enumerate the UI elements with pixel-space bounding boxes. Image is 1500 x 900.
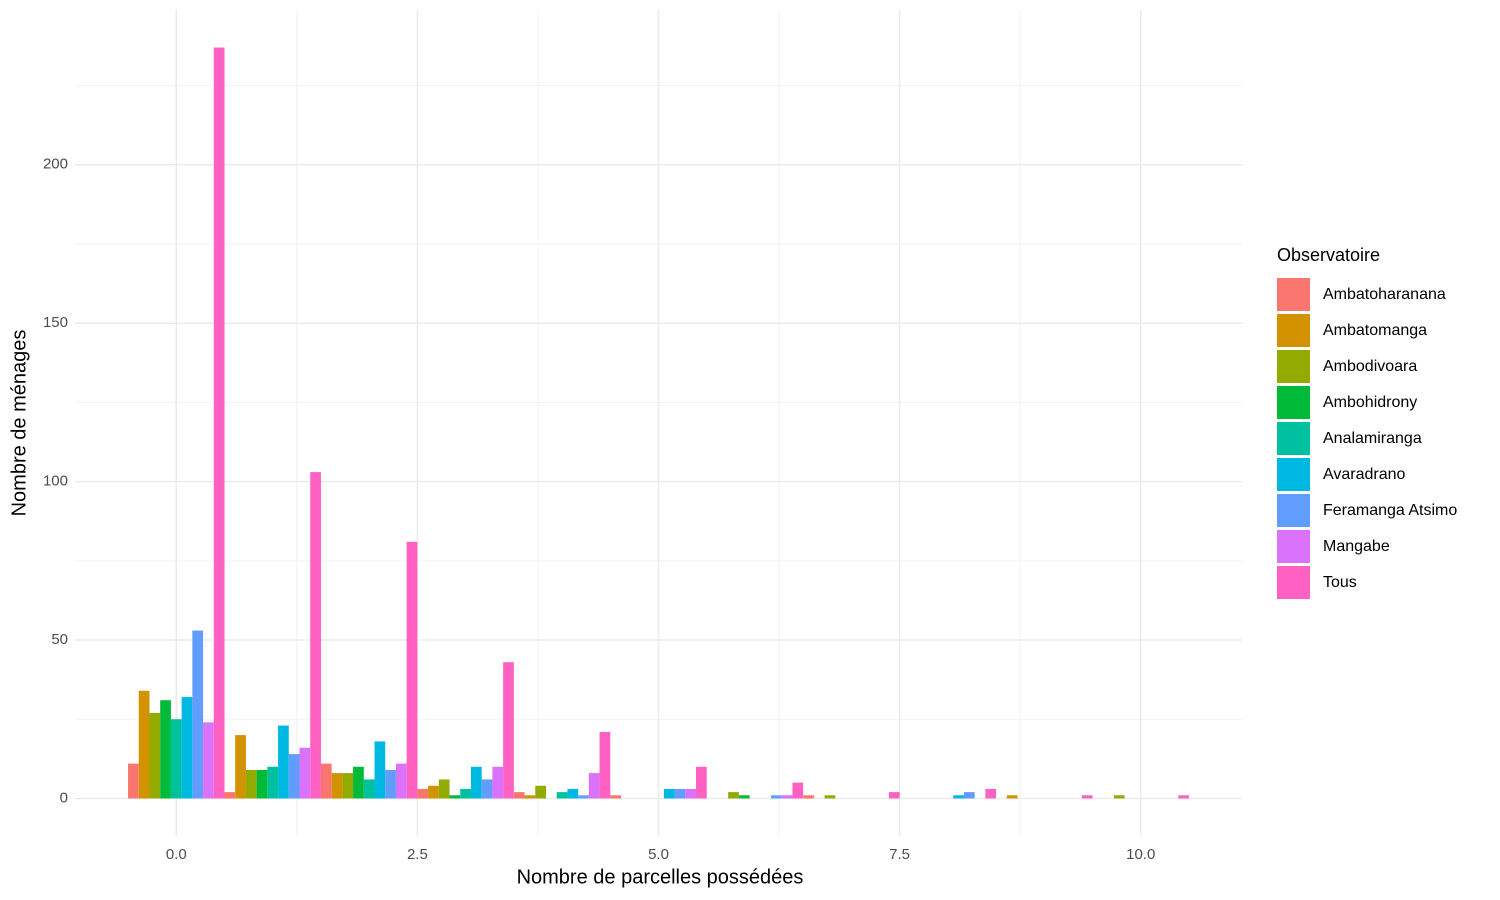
legend-label: Avaradrano bbox=[1323, 466, 1406, 483]
legend-label: Analamiranga bbox=[1323, 430, 1422, 447]
bar bbox=[331, 773, 343, 799]
legend-swatch bbox=[1277, 350, 1310, 383]
bar bbox=[567, 788, 579, 799]
bar bbox=[395, 763, 407, 799]
x-axis-title: Nombre de parcelles possédées bbox=[517, 866, 804, 888]
bar bbox=[149, 712, 161, 799]
bar bbox=[288, 754, 300, 799]
legend-label: Tous bbox=[1323, 574, 1357, 591]
legend-swatch bbox=[1277, 566, 1310, 599]
bar bbox=[342, 773, 354, 799]
bar bbox=[138, 690, 150, 799]
bar bbox=[696, 766, 707, 799]
bar bbox=[299, 747, 311, 799]
bar bbox=[160, 700, 171, 799]
bar bbox=[406, 541, 418, 799]
legend-swatch bbox=[1277, 530, 1310, 563]
bar bbox=[460, 788, 471, 799]
bar bbox=[1006, 795, 1018, 799]
legend-swatch bbox=[1277, 458, 1310, 491]
y-tick-label: 50 bbox=[51, 631, 68, 648]
bar bbox=[728, 792, 739, 799]
legend-swatch bbox=[1277, 386, 1310, 419]
bar bbox=[803, 795, 814, 799]
bar bbox=[963, 792, 975, 799]
bar bbox=[781, 795, 793, 799]
y-tick-label: 150 bbox=[43, 314, 68, 331]
bar bbox=[663, 788, 675, 799]
bar bbox=[1178, 795, 1189, 799]
y-axis-title: Nombre de ménages bbox=[8, 330, 30, 517]
bar bbox=[588, 773, 600, 799]
bar bbox=[245, 769, 257, 799]
bar bbox=[320, 763, 332, 799]
bar bbox=[374, 741, 386, 799]
bar bbox=[128, 763, 139, 799]
bar bbox=[213, 47, 225, 799]
bar bbox=[771, 795, 782, 799]
bar bbox=[224, 792, 236, 799]
y-tick-label: 100 bbox=[43, 473, 68, 490]
legend-label: Ambohidrony bbox=[1323, 394, 1417, 411]
x-tick-label: 0.0 bbox=[166, 846, 187, 863]
legend-title: Observatoire bbox=[1277, 245, 1380, 265]
bar bbox=[1081, 795, 1093, 799]
bar bbox=[535, 785, 546, 799]
bar bbox=[599, 731, 611, 799]
legend-label: Ambodivoara bbox=[1323, 358, 1417, 375]
bar bbox=[235, 735, 246, 799]
bar bbox=[578, 795, 589, 799]
bar bbox=[181, 697, 193, 799]
legend-label: Feramanga Atsimo bbox=[1323, 502, 1457, 519]
y-tick-label: 0 bbox=[60, 789, 68, 806]
bar bbox=[267, 766, 279, 799]
bar bbox=[738, 795, 750, 799]
bar bbox=[203, 722, 214, 799]
bar bbox=[503, 662, 514, 799]
legend-label: Mangabe bbox=[1323, 538, 1390, 555]
bar bbox=[481, 779, 493, 799]
bar bbox=[888, 792, 900, 799]
x-tick-label: 7.5 bbox=[889, 846, 910, 863]
bar bbox=[363, 779, 375, 799]
bar bbox=[385, 769, 396, 799]
bar bbox=[256, 769, 268, 799]
bar bbox=[353, 766, 364, 799]
x-tick-label: 5.0 bbox=[648, 846, 669, 863]
bar bbox=[492, 766, 504, 799]
bar bbox=[278, 725, 289, 799]
bar bbox=[470, 766, 482, 799]
x-tick-label: 10.0 bbox=[1126, 846, 1155, 863]
bar bbox=[824, 795, 836, 799]
legend-swatch bbox=[1277, 494, 1310, 527]
legend-swatch bbox=[1277, 314, 1310, 347]
bar bbox=[417, 788, 429, 799]
legend-swatch bbox=[1277, 278, 1310, 311]
bar bbox=[438, 779, 450, 799]
bar bbox=[685, 788, 697, 799]
bar bbox=[1113, 795, 1125, 799]
bar bbox=[428, 785, 439, 799]
bar bbox=[170, 719, 182, 799]
legend-label: Ambatomanga bbox=[1323, 322, 1427, 339]
bar bbox=[556, 792, 568, 799]
bar bbox=[674, 788, 686, 799]
x-tick-label: 2.5 bbox=[407, 846, 428, 863]
bar bbox=[985, 788, 997, 799]
bar bbox=[310, 472, 321, 799]
y-tick-label: 200 bbox=[43, 156, 68, 173]
bar bbox=[192, 630, 204, 799]
legend-label: Ambatoharanana bbox=[1323, 286, 1446, 303]
bar bbox=[792, 782, 804, 799]
bar bbox=[610, 795, 621, 799]
legend-swatch bbox=[1277, 422, 1310, 455]
bar bbox=[449, 795, 461, 799]
bar bbox=[513, 792, 525, 799]
bar bbox=[953, 795, 964, 799]
bar bbox=[524, 795, 536, 799]
